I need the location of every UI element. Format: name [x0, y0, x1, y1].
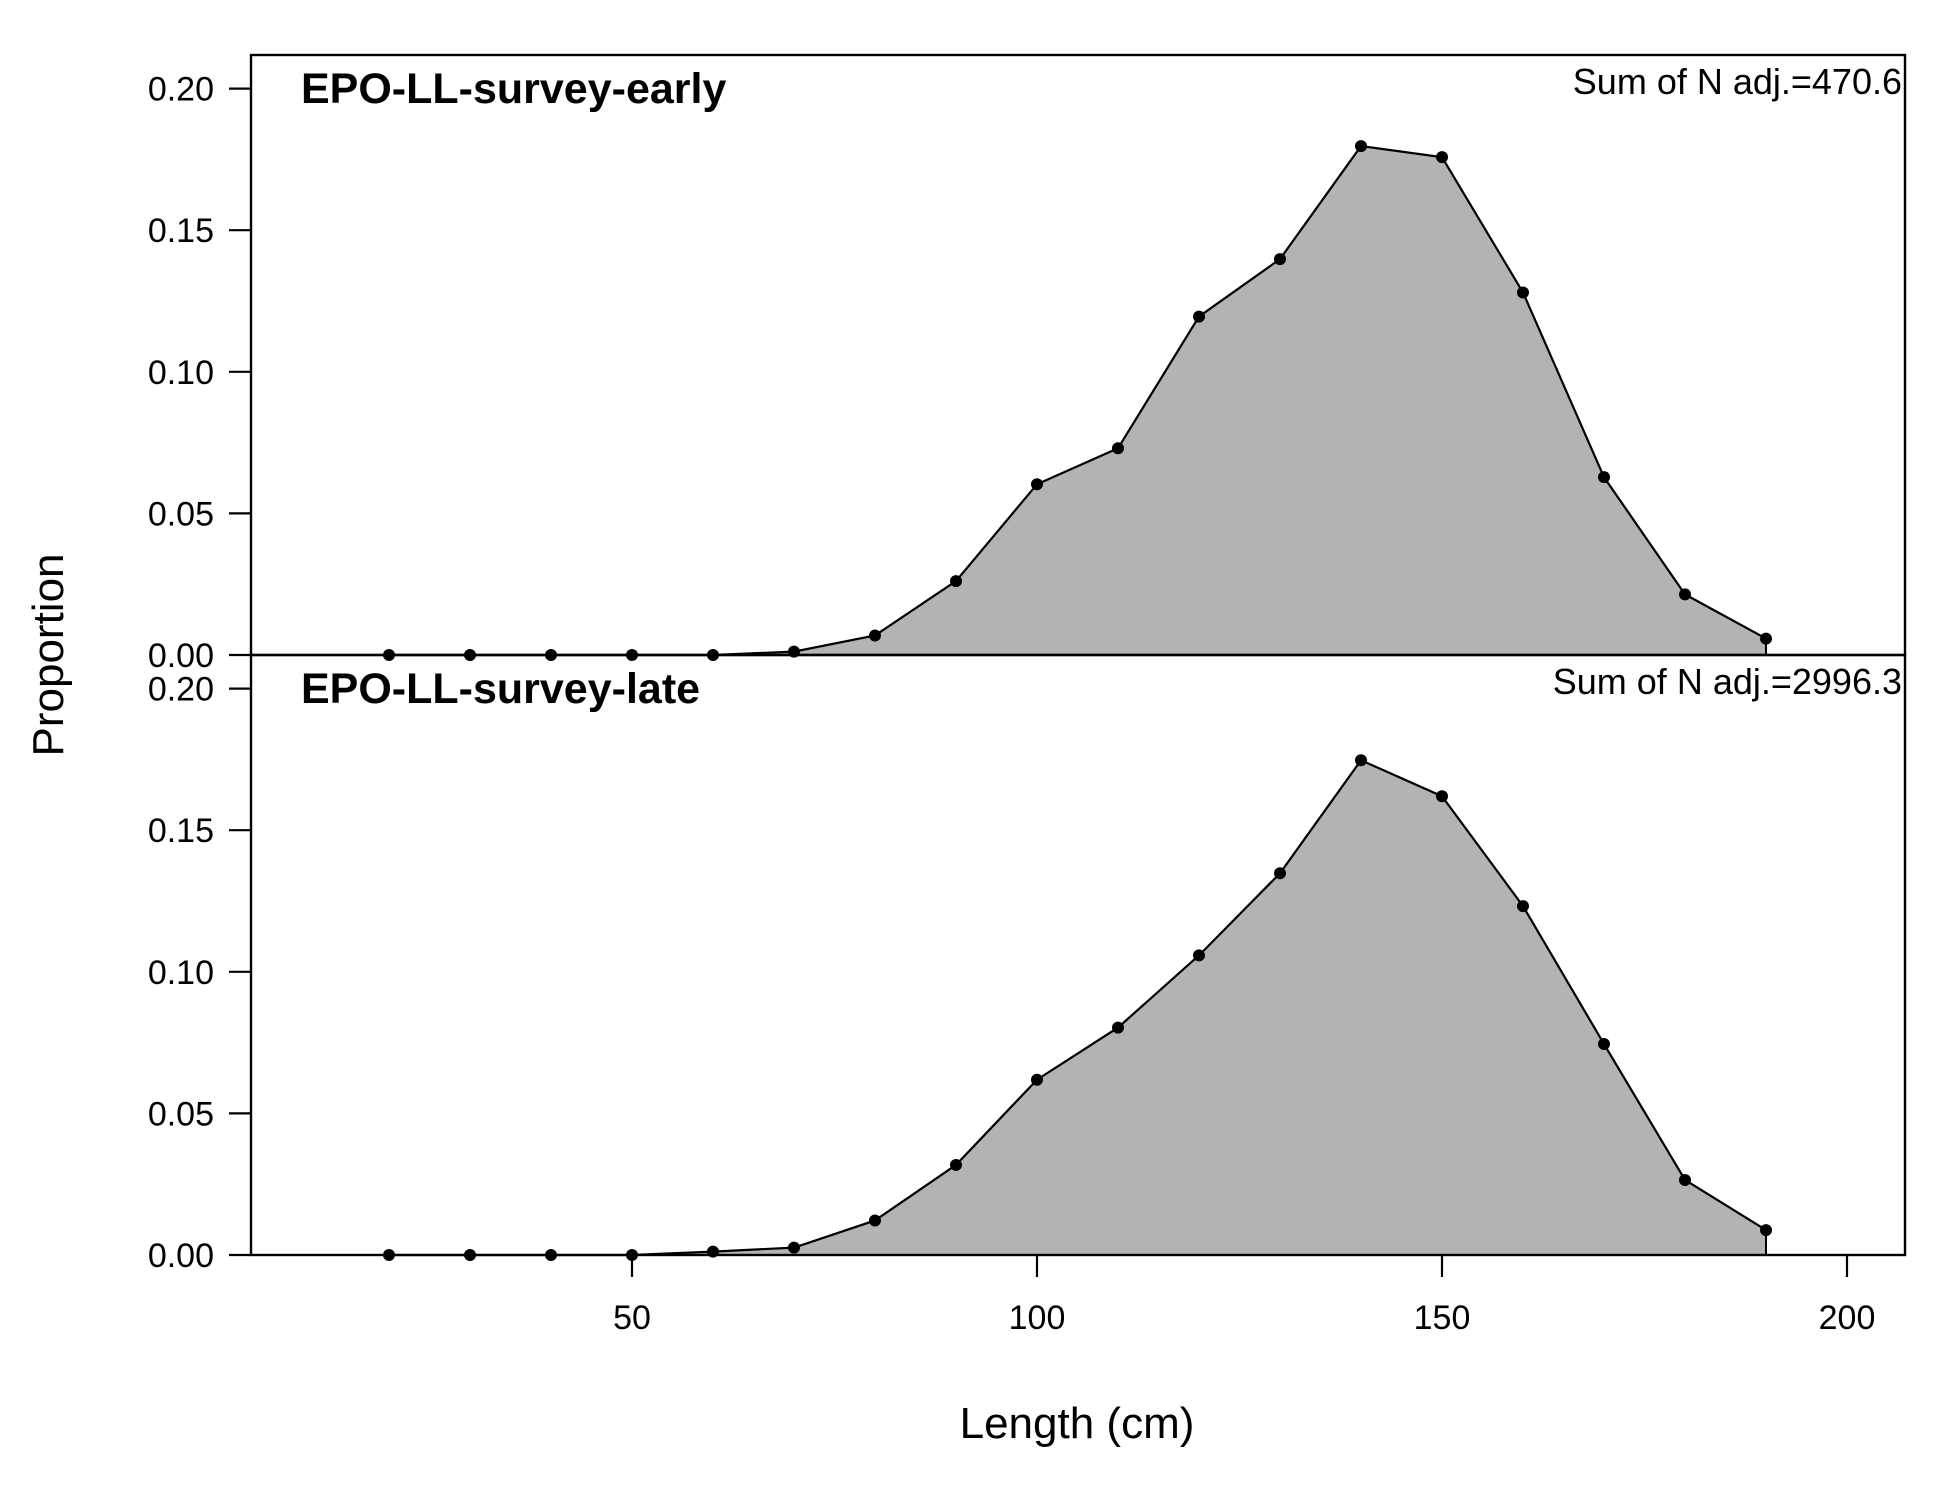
data-point: [1193, 949, 1205, 962]
data-point: [1031, 478, 1043, 491]
x-tick-label: 100: [1009, 1299, 1066, 1337]
sum-annotation: Sum of N adj.=2996.3: [1553, 661, 1902, 702]
data-point: [1679, 588, 1691, 601]
data-point: [1112, 1021, 1124, 1034]
x-tick-label: 50: [613, 1299, 651, 1337]
y-tick-label: 0.10: [148, 954, 214, 992]
data-point: [1760, 632, 1772, 645]
data-point: [1760, 1224, 1772, 1237]
x-axis-label: Length (cm): [960, 1399, 1195, 1448]
data-point: [950, 1158, 962, 1171]
data-point: [1355, 754, 1367, 767]
distribution-area: [389, 146, 1766, 655]
y-tick-label: 0.05: [148, 1095, 214, 1133]
x-axis: 50 100 150 200: [613, 1255, 1875, 1337]
data-point: [1679, 1173, 1691, 1186]
data-point: [1193, 310, 1205, 323]
data-point: [1517, 286, 1529, 299]
data-point: [1112, 442, 1124, 455]
y-tick-label: 0.00: [148, 637, 214, 675]
data-point: [950, 575, 962, 588]
y-tick-label: 0.15: [148, 812, 214, 850]
data-point: [1274, 253, 1286, 266]
panel-frame: [249, 653, 1907, 1257]
panel-2: 0.00 0.05 0.10 0.15 0.20 EPO-LL-survey-late Su…: [148, 653, 1907, 1275]
y-tick-label: 0.20: [148, 671, 214, 709]
data-point: [1517, 900, 1529, 913]
sum-annotation: Sum of N adj.=470.6: [1573, 61, 1902, 102]
x-tick-label: 200: [1819, 1299, 1876, 1337]
y-tick-label: 0.10: [148, 354, 214, 392]
data-point: [869, 1214, 881, 1227]
data-point: [788, 1241, 800, 1254]
y-tick-label: 0.00: [148, 1237, 214, 1275]
data-point: [869, 629, 881, 642]
y-axis-label: Proportion: [24, 553, 73, 756]
data-point: [1274, 867, 1286, 880]
y-tick-label: 0.05: [148, 495, 214, 533]
data-point: [1031, 1073, 1043, 1086]
data-point: [1598, 1038, 1610, 1051]
y-tick-label: 0.15: [148, 212, 214, 250]
data-point: [1355, 140, 1367, 153]
data-point: [1598, 471, 1610, 484]
x-tick-label: 150: [1414, 1299, 1471, 1337]
data-point: [1436, 790, 1448, 803]
panel-title: EPO-LL-survey-early: [301, 65, 726, 113]
panel-1: 0.00 0.05 0.10 0.15 0.20 EPO-LL-survey-early S…: [148, 53, 1907, 675]
distribution-area: [389, 760, 1766, 1255]
data-point: [1436, 151, 1448, 164]
y-tick-label: 0.20: [148, 71, 214, 109]
panel-title: EPO-LL-survey-late: [301, 665, 700, 713]
